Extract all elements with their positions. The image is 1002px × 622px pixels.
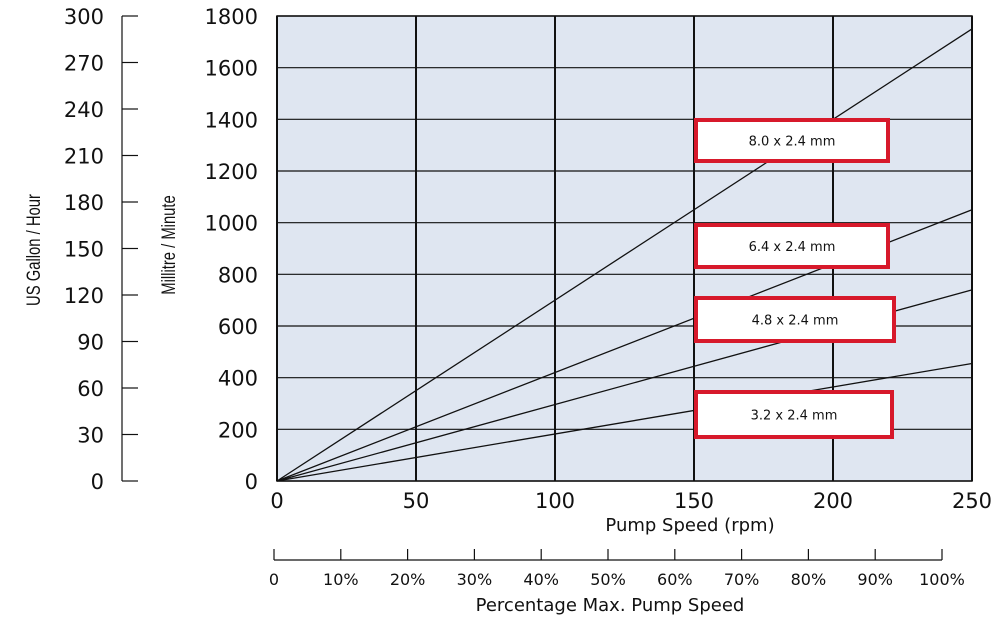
percent-axis-title: Percentage Max. Pump Speed (476, 595, 745, 616)
gallon-tick-label-2: 60 (77, 377, 104, 401)
percent-tick-label-5: 50% (590, 570, 626, 589)
percent-tick-label-7: 70% (724, 570, 760, 589)
series-label-box-2 (694, 296, 896, 343)
gallon-tick-label-3: 90 (77, 331, 104, 355)
percent-tick-label-0: 0 (269, 570, 279, 589)
ml-axis-title: Millitre / Minute (158, 195, 179, 295)
percent-axis-ticks: 0 10% 20% 30% 40% 50% 60% 70% 80% 90% 100% (269, 549, 965, 589)
gallon-axis: 0 30 60 90 120 150 180 210 240 270 300 US Gallon /… (23, 5, 138, 494)
percent-tick-label-4: 40% (523, 570, 559, 589)
ml-tick-label-2: 400 (218, 367, 258, 391)
x-tick-label-2: 100 (535, 489, 575, 513)
percent-tick-label-3: 30% (457, 570, 493, 589)
ml-tick-label-1: 200 (218, 418, 258, 442)
gallon-tick-label-5: 150 (64, 238, 104, 262)
x-tick-label-3: 150 (674, 489, 714, 513)
series-line-0 (276, 28, 973, 482)
gallon-tick-label-1: 30 (77, 424, 104, 448)
series-line-3 (276, 362, 973, 482)
ml-tick-label-0: 0 (245, 470, 258, 494)
series-labels: 8.0 x 2.4 mm 6.4 x 2.4 mm 4.8 x 2.4 mm 3.2 … (694, 118, 896, 439)
gallon-axis-ticks: 0 30 60 90 120 150 180 210 240 270 300 (64, 5, 138, 494)
x-axis-ticks: 0 50 100 150 200 250 (270, 489, 992, 513)
percent-tick-label-10: 100% (919, 570, 965, 589)
series-label-box-1 (694, 223, 890, 269)
ml-tick-label-6: 1200 (205, 160, 258, 184)
gallon-tick-label-6: 180 (64, 191, 104, 215)
gallon-tick-label-9: 270 (64, 52, 104, 76)
gallon-tick-label-10: 300 (64, 5, 104, 29)
series-label-1: 6.4 x 2.4 mm (749, 240, 836, 255)
gallon-tick-label-4: 120 (64, 284, 104, 308)
percent-tick-label-2: 20% (390, 570, 426, 589)
series-label-2: 4.8 x 2.4 mm (752, 314, 839, 329)
percent-tick-label-1: 10% (323, 570, 359, 589)
percent-tick-label-8: 80% (791, 570, 827, 589)
x-tick-label-0: 0 (270, 489, 283, 513)
ml-axis: 0 200 400 600 800 1000 1200 1400 1600 1800 Millit… (158, 5, 258, 494)
series-label-box-0 (694, 118, 890, 163)
gallon-axis-title: US Gallon / Hour (23, 194, 44, 306)
series-label-0: 8.0 x 2.4 mm (749, 135, 836, 150)
ml-tick-label-5: 1000 (205, 212, 258, 236)
x-tick-label-5: 250 (952, 489, 992, 513)
plot-frame (276, 15, 973, 482)
ml-tick-label-7: 1400 (205, 108, 258, 132)
x-axis-title: Pump Speed (rpm) (605, 515, 774, 536)
percent-tick-label-9: 90% (857, 570, 893, 589)
ml-tick-label-4: 800 (218, 263, 258, 287)
ml-tick-label-9: 1800 (205, 5, 258, 29)
gallon-tick-label-7: 210 (64, 145, 104, 169)
series-label-box-3 (694, 390, 894, 439)
ml-axis-ticks: 0 200 400 600 800 1000 1200 1400 1600 1800 (205, 5, 258, 494)
percent-tick-label-6: 60% (657, 570, 693, 589)
gallon-tick-label-8: 240 (64, 98, 104, 122)
ml-tick-label-3: 600 (218, 315, 258, 339)
gallon-tick-label-0: 0 (91, 470, 104, 494)
series-label-3: 3.2 x 2.4 mm (751, 409, 838, 424)
x-tick-label-4: 200 (813, 489, 853, 513)
percent-axis: 0 10% 20% 30% 40% 50% 60% 70% 80% 90% 100% Percent… (269, 549, 965, 616)
x-tick-label-1: 50 (403, 489, 430, 513)
ml-tick-label-8: 1600 (205, 57, 258, 81)
